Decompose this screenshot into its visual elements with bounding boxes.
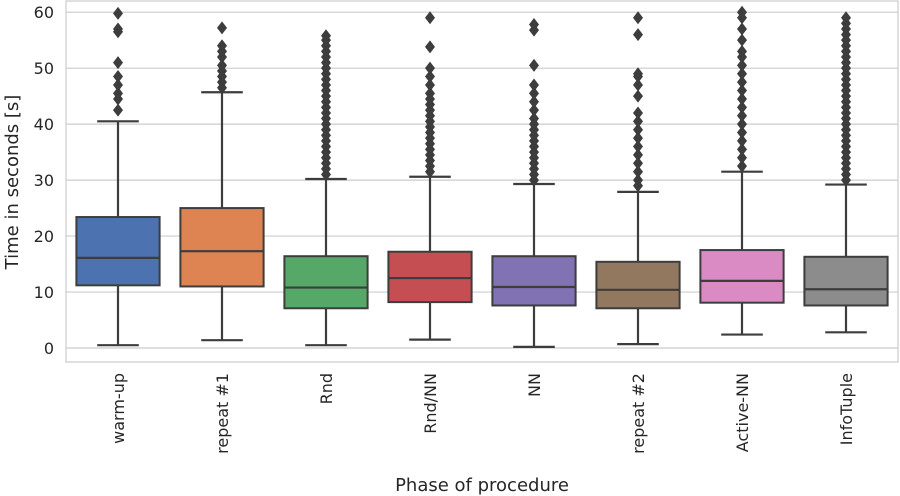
outlier-marker <box>113 78 123 92</box>
outlier-marker <box>425 40 435 54</box>
y-tick-label-20: 20 <box>34 227 54 246</box>
outlier-marker <box>737 75 747 89</box>
outlier-marker <box>529 58 539 72</box>
outlier-marker <box>737 159 747 173</box>
outlier-marker <box>633 89 643 103</box>
y-tick-label-10: 10 <box>34 283 54 302</box>
x-tick-label-2: repeat #1 <box>213 373 232 454</box>
outlier-marker <box>425 11 435 25</box>
y-axis-title: Time in seconds [s] <box>2 95 23 271</box>
outlier-marker <box>425 86 435 100</box>
plot-frame <box>65 0 899 363</box>
outlier-marker <box>737 109 747 123</box>
outlier-marker <box>633 123 643 137</box>
x-tick-label-8: InfoTuple <box>837 373 856 445</box>
outlier-marker <box>737 134 747 148</box>
y-tick-label-30: 30 <box>34 171 54 190</box>
outlier-marker <box>737 126 747 140</box>
outlier-marker <box>633 106 643 120</box>
x-tick-label-7: Active-NN <box>733 373 752 452</box>
outlier-marker <box>217 39 227 53</box>
outlier-marker <box>321 29 331 43</box>
outlier-marker <box>737 22 747 36</box>
outlier-marker <box>737 44 747 58</box>
outlier-marker <box>633 11 643 25</box>
outlier-marker <box>113 56 123 70</box>
outlier-marker <box>737 5 747 19</box>
y-tick-label-40: 40 <box>34 115 54 134</box>
outlier-marker <box>113 6 123 20</box>
box-iqr <box>491 255 577 307</box>
outlier-marker <box>841 11 851 25</box>
outlier-marker <box>737 142 747 156</box>
box-iqr <box>75 216 161 287</box>
y-tick-label-60: 60 <box>34 3 54 22</box>
outlier-marker <box>737 100 747 114</box>
outlier-marker <box>425 78 435 92</box>
outlier-marker <box>529 18 539 32</box>
outlier-marker <box>633 156 643 170</box>
outlier-marker <box>633 114 643 128</box>
outlier-marker <box>633 131 643 145</box>
y-tick-label-50: 50 <box>34 59 54 78</box>
box-iqr <box>595 260 681 310</box>
outlier-marker <box>529 112 539 126</box>
outlier-marker <box>633 28 643 42</box>
boxes <box>75 5 889 348</box>
x-axis-title: Phase of procedure <box>395 475 569 496</box>
box-iqr <box>283 255 369 310</box>
outlier-marker <box>217 58 227 72</box>
outlier-marker <box>633 140 643 154</box>
outlier-marker <box>113 22 123 36</box>
box-iqr <box>699 249 785 304</box>
outlier-marker <box>737 84 747 98</box>
y-axis-ticks: 0 10 20 30 40 50 60 <box>34 3 54 358</box>
x-tick-label-4: Rnd/NN <box>421 373 440 434</box>
outlier-marker <box>633 148 643 162</box>
box-group-5 <box>491 18 577 348</box>
outlier-marker <box>529 78 539 92</box>
box-group-4 <box>387 11 473 341</box>
outlier-marker <box>737 92 747 106</box>
outlier-marker <box>633 173 643 187</box>
x-tick-label-5: NN <box>525 373 544 397</box>
outlier-marker <box>113 86 123 100</box>
box-group-1 <box>75 6 161 347</box>
outlier-marker <box>633 67 643 81</box>
outlier-marker <box>737 67 747 81</box>
x-axis-ticks: warm-up repeat #1 Rnd Rnd/NN NN repeat #2 Acti… <box>109 373 856 454</box>
outlier-marker <box>737 117 747 131</box>
x-tick-label-6: repeat #2 <box>629 373 648 454</box>
box-iqr <box>803 255 889 307</box>
box-group-2 <box>179 21 265 342</box>
outlier-marker <box>529 95 539 109</box>
outlier-marker <box>529 103 539 117</box>
outlier-marker <box>529 86 539 100</box>
x-tick-label-1: warm-up <box>109 373 128 444</box>
outlier-marker <box>425 70 435 84</box>
y-tick-label-0: 0 <box>44 339 54 358</box>
outlier-marker <box>737 33 747 47</box>
box-group-7 <box>699 5 785 336</box>
x-tick-label-3: Rnd <box>317 373 336 404</box>
box-group-3 <box>283 29 369 347</box>
outlier-marker <box>737 151 747 165</box>
box-group-8 <box>803 11 889 334</box>
box-iqr <box>387 250 473 304</box>
outlier-marker <box>425 61 435 75</box>
outlier-marker <box>113 103 123 117</box>
box-group-6 <box>595 11 681 346</box>
outlier-marker <box>113 70 123 84</box>
outlier-marker <box>633 165 643 179</box>
outlier-marker <box>737 58 747 72</box>
box-iqr <box>179 207 265 288</box>
outlier-marker <box>633 78 643 92</box>
outlier-marker <box>217 21 227 35</box>
